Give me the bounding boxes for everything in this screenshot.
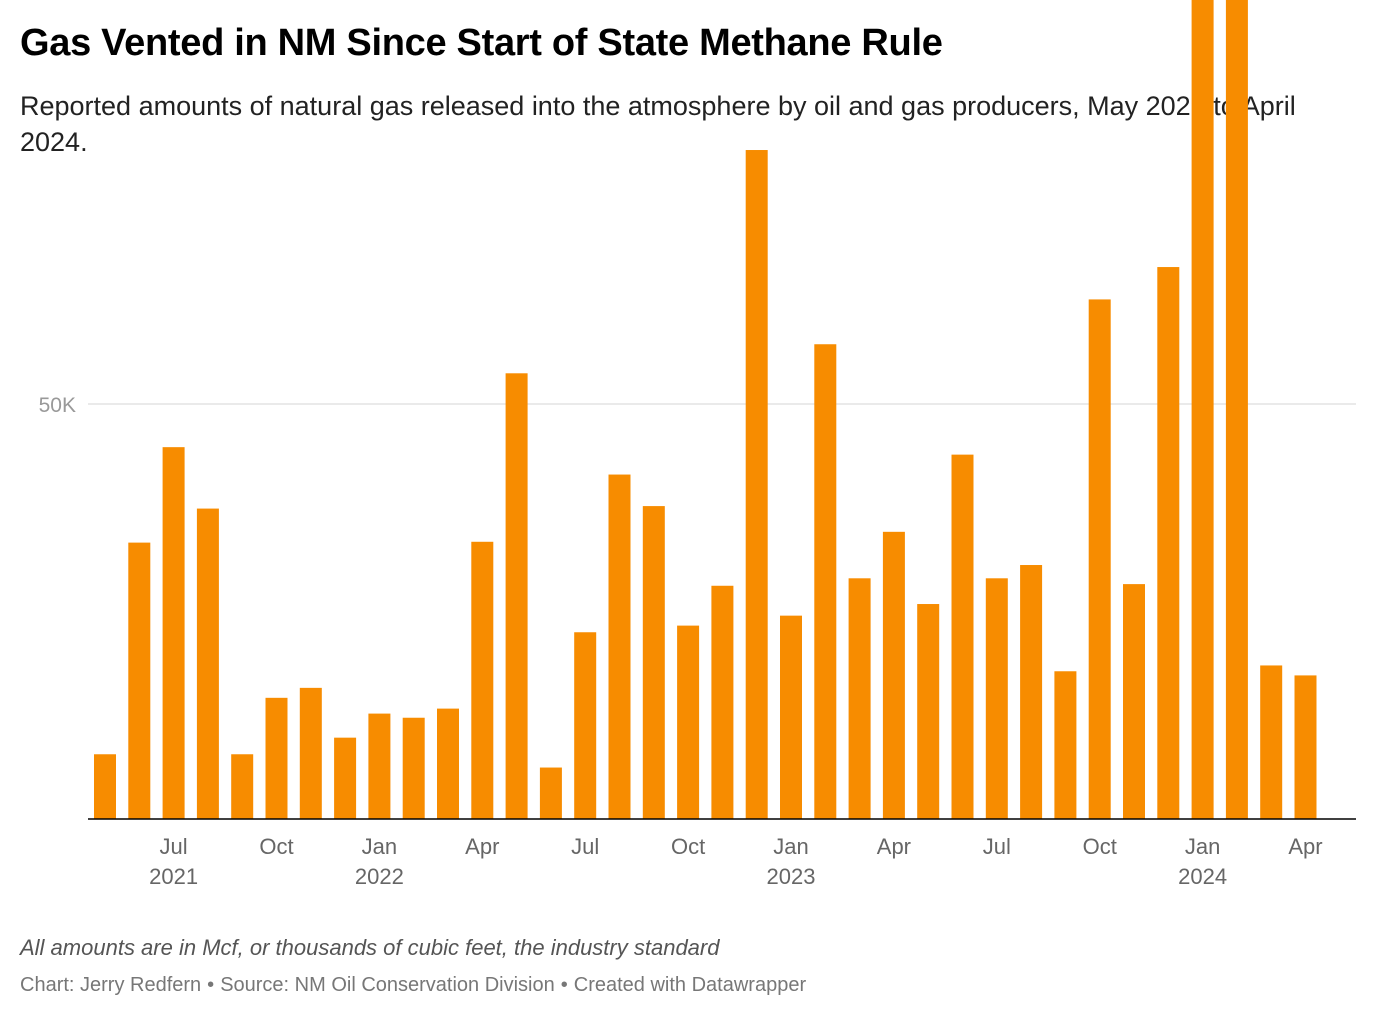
x-tick-year-label: 2022 xyxy=(355,864,404,889)
x-tick-label: Jul xyxy=(160,834,188,859)
x-tick-label: Oct xyxy=(259,834,293,859)
bar-2021-11 xyxy=(299,687,322,819)
x-tick-label: Apr xyxy=(877,834,911,859)
x-tick-year-label: 2023 xyxy=(767,864,816,889)
bar-2021-06 xyxy=(128,542,151,819)
credit-created-with: Created with Datawrapper xyxy=(573,974,807,996)
x-tick-year-label: 2021 xyxy=(149,864,198,889)
bar-2023-10 xyxy=(1088,299,1111,819)
x-tick-label: Oct xyxy=(1083,834,1117,859)
bar-2022-02 xyxy=(402,717,425,819)
credit-separator: • xyxy=(207,974,215,996)
credit-source: Source: NM Oil Conservation Division xyxy=(220,974,555,996)
bar-2021-09 xyxy=(231,754,254,819)
bar-2021-08 xyxy=(196,508,219,819)
x-tick-label: Jul xyxy=(983,834,1011,859)
x-tick-label: Jan xyxy=(362,834,397,859)
bar-2022-08 xyxy=(608,474,631,819)
bar-2023-04 xyxy=(882,531,905,819)
x-axis: Jul 2021 Oct Jan 2022 Apr Jul Oct Jan 2023 Apr Jul O… xyxy=(88,818,1356,889)
bar-2023-07 xyxy=(985,578,1008,819)
bar-2023-08 xyxy=(1020,565,1043,819)
bar-2021-12 xyxy=(334,737,357,819)
bar-2024-03 xyxy=(1260,665,1283,819)
bar-2022-04 xyxy=(471,541,494,819)
y-tick-label: 100K xyxy=(27,0,76,2)
bar-2023-01 xyxy=(780,615,802,819)
bar-2023-02 xyxy=(814,344,837,819)
bar-2021-10 xyxy=(265,697,288,819)
bar-2024-02 xyxy=(1225,0,1248,819)
bar-2023-12 xyxy=(1157,267,1180,819)
bar-2021-07 xyxy=(162,447,185,819)
bar-2022-05 xyxy=(505,373,528,819)
x-tick-label: Apr xyxy=(1288,834,1322,859)
bar-2022-10 xyxy=(677,625,700,819)
bar-2024-01 xyxy=(1191,0,1214,819)
gridlines: 50K 100K xyxy=(27,0,1356,417)
bar-2022-06 xyxy=(539,767,562,819)
chart-subtitle: Reported amounts of natural gas released… xyxy=(20,91,1296,157)
chart-title: Gas Vented in NM Since Start of State Me… xyxy=(20,22,943,64)
bar-2023-09 xyxy=(1054,671,1077,819)
bar-2021-05 xyxy=(94,754,116,819)
bar-2022-09 xyxy=(642,506,665,819)
bar-2022-03 xyxy=(437,708,459,819)
chart-note: All amounts are in Mcf, or thousands of … xyxy=(20,935,720,960)
credit-separator: • xyxy=(560,974,568,996)
bar-2024-04 xyxy=(1294,675,1317,819)
x-tick-label: Jul xyxy=(571,834,599,859)
bar-2023-11 xyxy=(1123,584,1145,819)
x-tick-year-label: 2024 xyxy=(1178,864,1227,889)
bar-2022-12 xyxy=(745,150,768,819)
bar-2023-06 xyxy=(951,454,974,819)
y-tick-label: 50K xyxy=(39,394,76,417)
x-tick-label: Oct xyxy=(671,834,705,859)
x-tick-label: Apr xyxy=(465,834,499,859)
bars xyxy=(94,0,1317,819)
credit-author: Chart: Jerry Redfern xyxy=(20,974,202,996)
x-tick-label: Jan xyxy=(1185,834,1220,859)
x-tick-label: Jan xyxy=(773,834,808,859)
bar-2022-01 xyxy=(368,713,391,819)
bar-2023-03 xyxy=(848,578,871,819)
bar-2022-11 xyxy=(711,585,734,819)
bar-2022-07 xyxy=(574,632,597,819)
credits: Chart: Jerry Redfern • Source: NM Oil Cons… xyxy=(20,974,806,997)
bar-2023-05 xyxy=(917,604,940,819)
